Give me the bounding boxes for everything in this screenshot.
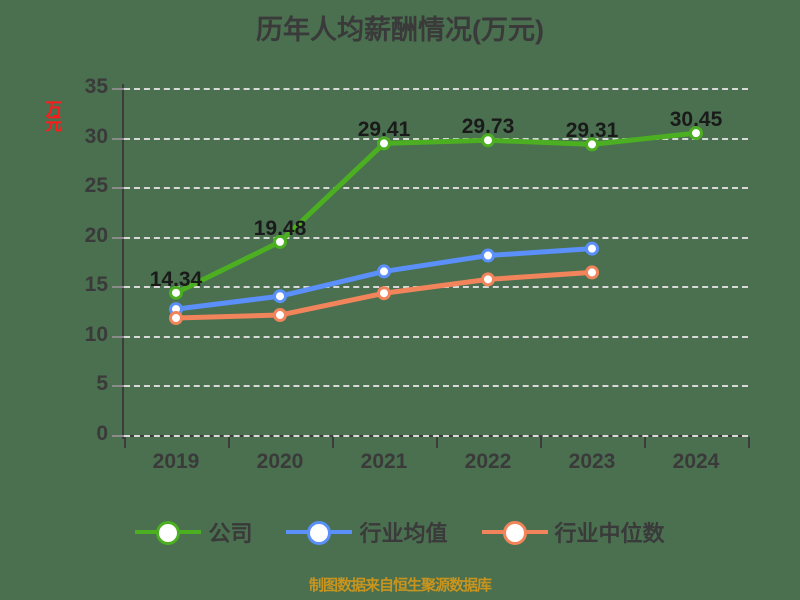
gridline	[124, 385, 748, 388]
source-note: 制图数据来自恒生聚源数据库	[308, 577, 492, 594]
y-tick-label: 5	[96, 372, 108, 396]
legend: 公司 行业均值 行业中位数	[0, 516, 800, 548]
x-tick-mark	[540, 437, 542, 448]
legend-marker-icon	[286, 519, 353, 545]
x-tick-mark	[228, 437, 230, 448]
x-tick-label: 2022	[464, 450, 512, 473]
legend-label: 公司	[208, 521, 253, 546]
page-title: 历年人均薪酬情况(万元)	[256, 15, 544, 45]
y-tick-mark	[112, 286, 124, 289]
gridline	[124, 236, 748, 239]
x-tick-mark	[644, 437, 646, 448]
y-tick-label: 30	[84, 124, 108, 148]
y-tick-mark	[112, 435, 124, 437]
x-tick-label: 2019	[152, 450, 200, 473]
y-tick-label: 0	[96, 422, 108, 445]
x-tick-label: 2023	[568, 450, 616, 473]
plot-area	[124, 88, 748, 437]
data-label: 29.31	[565, 119, 619, 143]
data-label: 29.41	[357, 118, 411, 142]
y-tick-label: 35	[84, 75, 108, 98]
y-tick-mark	[112, 335, 124, 338]
gridline	[124, 335, 748, 338]
x-tick-label: 2020	[256, 450, 304, 473]
gridline	[124, 286, 748, 289]
legend-item-0[interactable]: 公司	[135, 516, 252, 548]
x-tick-label: 2021	[360, 450, 408, 473]
y-tick-label: 10	[84, 322, 108, 346]
data-label: 19.48	[253, 216, 307, 240]
data-label: 30.45	[669, 108, 723, 132]
y-tick-label: 25	[84, 174, 108, 198]
legend-item-2[interactable]: 行业中位数	[481, 516, 665, 548]
x-tick-mark	[124, 437, 126, 448]
y-tick-label: 15	[84, 273, 108, 297]
y-axis-title: 万元	[42, 100, 62, 130]
gridline	[124, 137, 748, 140]
legend-marker-icon	[135, 519, 202, 545]
y-tick-mark	[112, 88, 124, 90]
gridline	[124, 88, 748, 90]
y-axis-tick-labels: 0 5 10 15 20 25 30 35	[60, 0, 108, 600]
y-tick-label: 20	[84, 223, 108, 247]
legend-item-1[interactable]: 行业均值	[286, 516, 448, 548]
x-tick-label: 2024	[672, 450, 720, 473]
y-tick-mark	[112, 187, 124, 190]
x-tick-mark	[436, 437, 438, 448]
x-tick-mark	[332, 437, 334, 448]
gridline	[124, 435, 748, 437]
y-tick-mark	[112, 385, 124, 388]
data-label: 29.73	[461, 115, 515, 139]
y-tick-mark	[112, 236, 124, 239]
legend-marker-icon	[481, 519, 548, 545]
gridline	[124, 187, 748, 190]
x-tick-mark	[748, 437, 750, 448]
legend-label: 行业均值	[359, 521, 448, 546]
y-axis-line	[122, 84, 124, 439]
legend-label: 行业中位数	[554, 521, 665, 546]
y-tick-mark	[112, 137, 124, 140]
data-label: 14.34	[149, 267, 203, 291]
